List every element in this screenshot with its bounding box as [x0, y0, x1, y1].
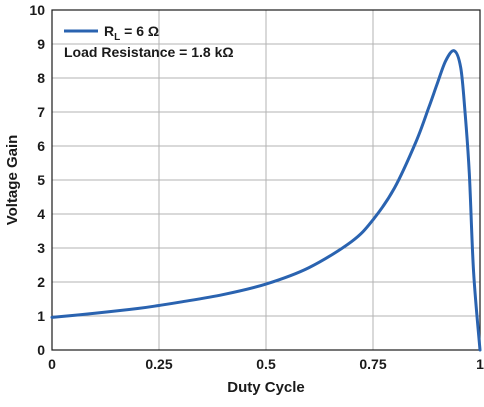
- series-layer: [50, 49, 482, 352]
- series-line: [50, 49, 482, 352]
- x-axis-label: Duty Cycle: [227, 379, 305, 396]
- y-tick-label: 9: [37, 36, 45, 52]
- x-tick-label: 0.75: [359, 356, 386, 372]
- y-tick-label: 5: [37, 172, 45, 188]
- y-tick-label: 6: [37, 138, 45, 154]
- legend-annotation: Load Resistance = 1.8 kΩ: [64, 44, 234, 60]
- y-tick-label: 4: [37, 206, 45, 222]
- x-tick-label: 0.25: [145, 356, 172, 372]
- y-axis-label: Voltage Gain: [4, 135, 21, 226]
- x-tick-label: 0: [48, 356, 56, 372]
- y-tick-label: 0: [37, 342, 45, 358]
- y-tick-label: 10: [29, 2, 45, 18]
- legend-series-main: R: [104, 23, 114, 39]
- grid-lines: [52, 10, 480, 350]
- legend-series-subscript: L: [114, 32, 120, 43]
- plot-frame: [51, 9, 481, 351]
- legend: RL = 6 Ω Load Resistance = 1.8 kΩ: [64, 23, 234, 60]
- x-tick-label: 0.5: [256, 356, 276, 372]
- x-tick-label: 1: [476, 356, 484, 372]
- legend-series-value: = 6 Ω: [120, 23, 159, 39]
- y-tick-label: 3: [37, 240, 45, 256]
- y-tick-label: 8: [37, 70, 45, 86]
- y-tick-label: 7: [37, 104, 45, 120]
- legend-series-label: RL = 6 Ω: [104, 23, 159, 43]
- y-tick-label: 1: [37, 308, 45, 324]
- y-tick-label: 2: [37, 274, 45, 290]
